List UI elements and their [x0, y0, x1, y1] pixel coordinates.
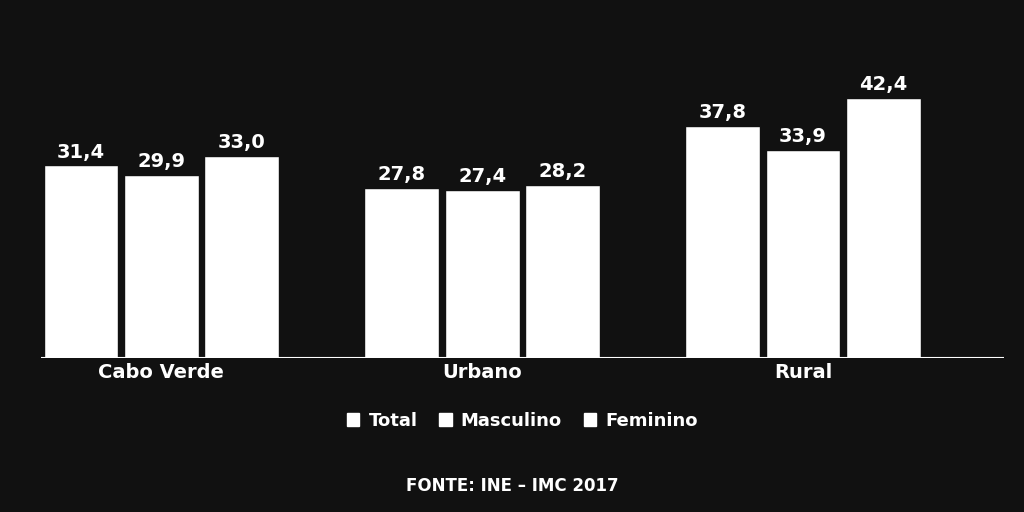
Text: FONTE: INE – IMC 2017: FONTE: INE – IMC 2017 — [406, 477, 618, 496]
Text: 27,4: 27,4 — [458, 167, 506, 186]
Text: 29,9: 29,9 — [137, 152, 185, 171]
Bar — [525, 185, 600, 358]
Text: 28,2: 28,2 — [539, 162, 587, 181]
Bar — [846, 98, 921, 358]
Text: 37,8: 37,8 — [698, 103, 746, 122]
Bar — [444, 190, 519, 358]
Text: 33,0: 33,0 — [218, 133, 265, 152]
Text: 31,4: 31,4 — [57, 143, 105, 162]
Legend: Total, Masculino, Feminino: Total, Masculino, Feminino — [341, 407, 703, 435]
Text: 33,9: 33,9 — [779, 127, 827, 146]
Bar — [124, 175, 199, 358]
Bar — [766, 150, 841, 358]
Bar — [44, 165, 119, 358]
Bar — [204, 156, 279, 358]
Text: 42,4: 42,4 — [859, 75, 907, 94]
Bar — [685, 126, 760, 358]
Text: 27,8: 27,8 — [378, 165, 426, 184]
Bar — [365, 187, 439, 358]
